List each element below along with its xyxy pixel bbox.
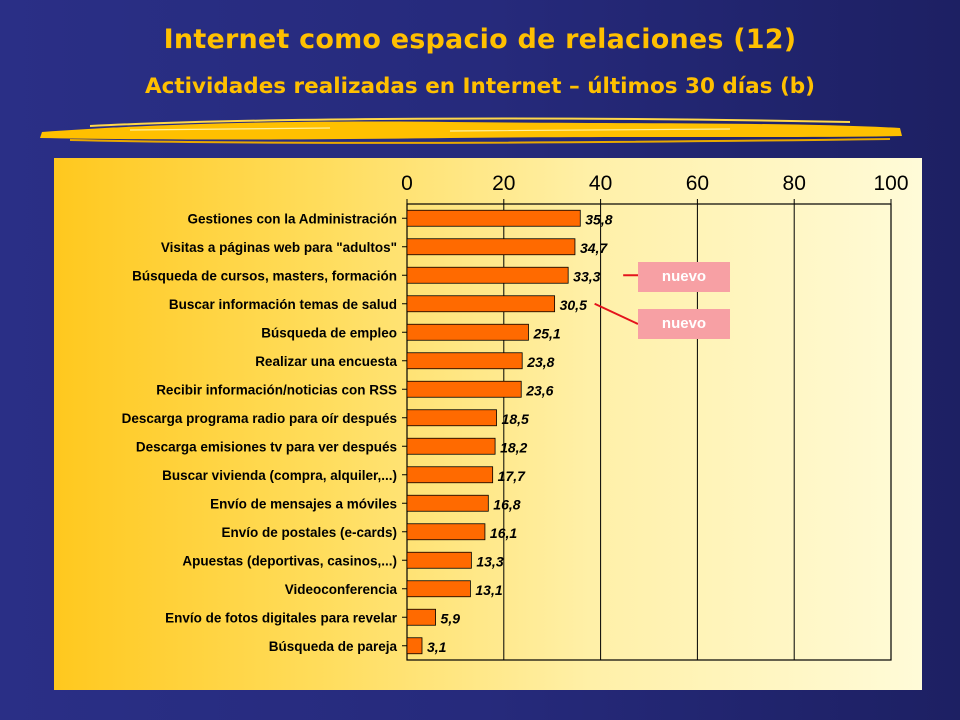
category-label: Búsqueda de pareja <box>269 639 398 654</box>
bar <box>406 323 529 341</box>
callout-tag-new-cursos: nuevo <box>638 262 730 292</box>
category-label: Recibir información/noticias con RSS <box>156 382 397 397</box>
category-label: Envío de postales (e-cards) <box>221 525 397 540</box>
bar <box>406 551 472 569</box>
data-label: 18,5 <box>502 411 529 427</box>
plot-area-frame <box>406 203 892 661</box>
category-label: Buscar vivienda (compra, alquiler,...) <box>162 468 397 483</box>
bar <box>406 209 581 227</box>
bar <box>406 523 486 541</box>
bar <box>406 580 471 598</box>
data-label: 35,8 <box>585 211 612 227</box>
category-label: Descarga programa radio para oír después <box>122 411 397 426</box>
bar <box>406 409 497 427</box>
category-label: Visitas a páginas web para "adultos" <box>161 240 397 255</box>
bar <box>406 352 523 370</box>
category-label: Apuestas (deportivas, casinos,...) <box>182 553 397 568</box>
data-label: 33,3 <box>573 268 600 284</box>
bar <box>406 380 522 398</box>
bar <box>406 466 494 484</box>
data-label: 13,1 <box>475 582 502 598</box>
data-label: 23,8 <box>526 354 554 370</box>
data-label: 16,8 <box>493 496 520 512</box>
x-tick-label: 60 <box>686 172 709 195</box>
category-label: Videoconferencia <box>285 582 398 597</box>
x-tick-label: 40 <box>589 172 612 195</box>
data-label: 16,1 <box>490 525 517 541</box>
bar <box>406 494 489 512</box>
bar <box>406 637 423 655</box>
data-label: 34,7 <box>580 240 608 256</box>
data-label: 23,6 <box>525 382 553 398</box>
callout-connector-salud <box>594 302 639 325</box>
bar-chart: 0 20 40 60 80 100 Gestiones con la Administrac… <box>122 172 909 661</box>
data-label: 25,1 <box>532 325 560 341</box>
chart-panel: 0 20 40 60 80 100 Gestiones con la Administrac… <box>54 158 922 690</box>
bar <box>406 437 496 455</box>
category-label: Búsqueda de cursos, masters, formación <box>132 268 397 283</box>
x-tick-label: 80 <box>783 172 806 195</box>
category-label: Realizar una encuesta <box>255 354 397 369</box>
data-label: 13,3 <box>476 553 503 569</box>
bar <box>406 266 569 284</box>
bar <box>406 238 576 256</box>
slide-title: Internet como espacio de relaciones (12) <box>163 24 797 55</box>
bar <box>406 295 556 313</box>
data-label: 5,9 <box>441 610 461 626</box>
data-label: 18,2 <box>500 439 527 455</box>
brush-stroke-divider <box>40 117 902 144</box>
slide-subtitle: Actividades realizadas en Internet – últ… <box>144 74 815 99</box>
category-label: Buscar información temas de salud <box>169 297 397 312</box>
category-label: Envío de mensajes a móviles <box>210 496 397 511</box>
bar <box>406 608 436 626</box>
category-label: Envío de fotos digitales para revelar <box>165 610 398 625</box>
category-label: Gestiones con la Administración <box>187 211 397 226</box>
data-label: 30,5 <box>560 297 587 313</box>
data-label: 17,7 <box>498 468 526 484</box>
x-tick-label: 20 <box>492 172 515 195</box>
x-tick-label: 100 <box>873 172 908 195</box>
callout-tag-new-salud: nuevo <box>638 309 730 339</box>
data-label: 3,1 <box>427 639 447 655</box>
x-tick-label: 0 <box>401 172 413 195</box>
category-label: Descarga emisiones tv para ver después <box>136 439 397 454</box>
category-label: Búsqueda de empleo <box>261 325 397 340</box>
